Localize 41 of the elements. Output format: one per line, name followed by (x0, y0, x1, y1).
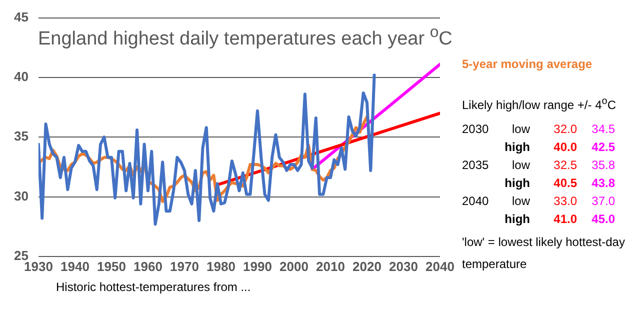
x-tick-label: 2040 (426, 258, 454, 274)
text: 42.5 (592, 140, 615, 154)
text: low (512, 122, 530, 136)
text: 41.0 (554, 212, 577, 226)
text: 37.0 (592, 194, 615, 208)
x-tick-label: 1950 (97, 258, 126, 274)
text: 32.5 (554, 158, 577, 172)
x-tick-label: 1940 (60, 258, 90, 274)
text: 40.0 (554, 140, 577, 154)
y-tick-label: 30 (14, 188, 28, 204)
text: 2035 (462, 158, 489, 172)
x-tick-label: 1980 (206, 258, 236, 274)
text: Historic hottest-temperatures from ... (56, 280, 251, 294)
text: low (512, 194, 530, 208)
chart-title: England highest daily temperatures each year $^{o}$C (38, 24, 452, 50)
y-tick-label: 45 (14, 9, 28, 24)
text: 40.5 (554, 176, 577, 190)
text: 2040 (462, 194, 489, 208)
text: 32.0 (554, 122, 577, 136)
x-tick-label: 2010 (316, 258, 345, 274)
text: 35.8 (592, 158, 615, 172)
y-tick-label: 35 (14, 128, 28, 144)
x-tick-label: 2030 (389, 258, 418, 274)
x-tick-label: 2000 (280, 258, 308, 274)
text: high (504, 140, 530, 154)
text: 5-year moving average (462, 57, 592, 71)
x-tick-label: 2020 (352, 258, 382, 274)
text: Likely high/low range +/- 4$^{o}$C (462, 96, 616, 112)
x-tick-label: 1970 (170, 258, 199, 274)
text: 33.0 (554, 194, 577, 208)
y-tick-label: 40 (14, 69, 28, 84)
text: high (504, 176, 530, 190)
text: low (512, 158, 530, 172)
text: 45.0 (592, 212, 615, 226)
x-tick-label: 1960 (134, 258, 162, 274)
x-tick-label: 1990 (243, 258, 272, 274)
text: 2030 (462, 122, 489, 136)
text: high (504, 212, 530, 226)
text: 34.5 (592, 122, 615, 136)
text: 'low' = lowest likely hottest-day temperature (462, 234, 626, 273)
text: 43.8 (592, 176, 615, 190)
